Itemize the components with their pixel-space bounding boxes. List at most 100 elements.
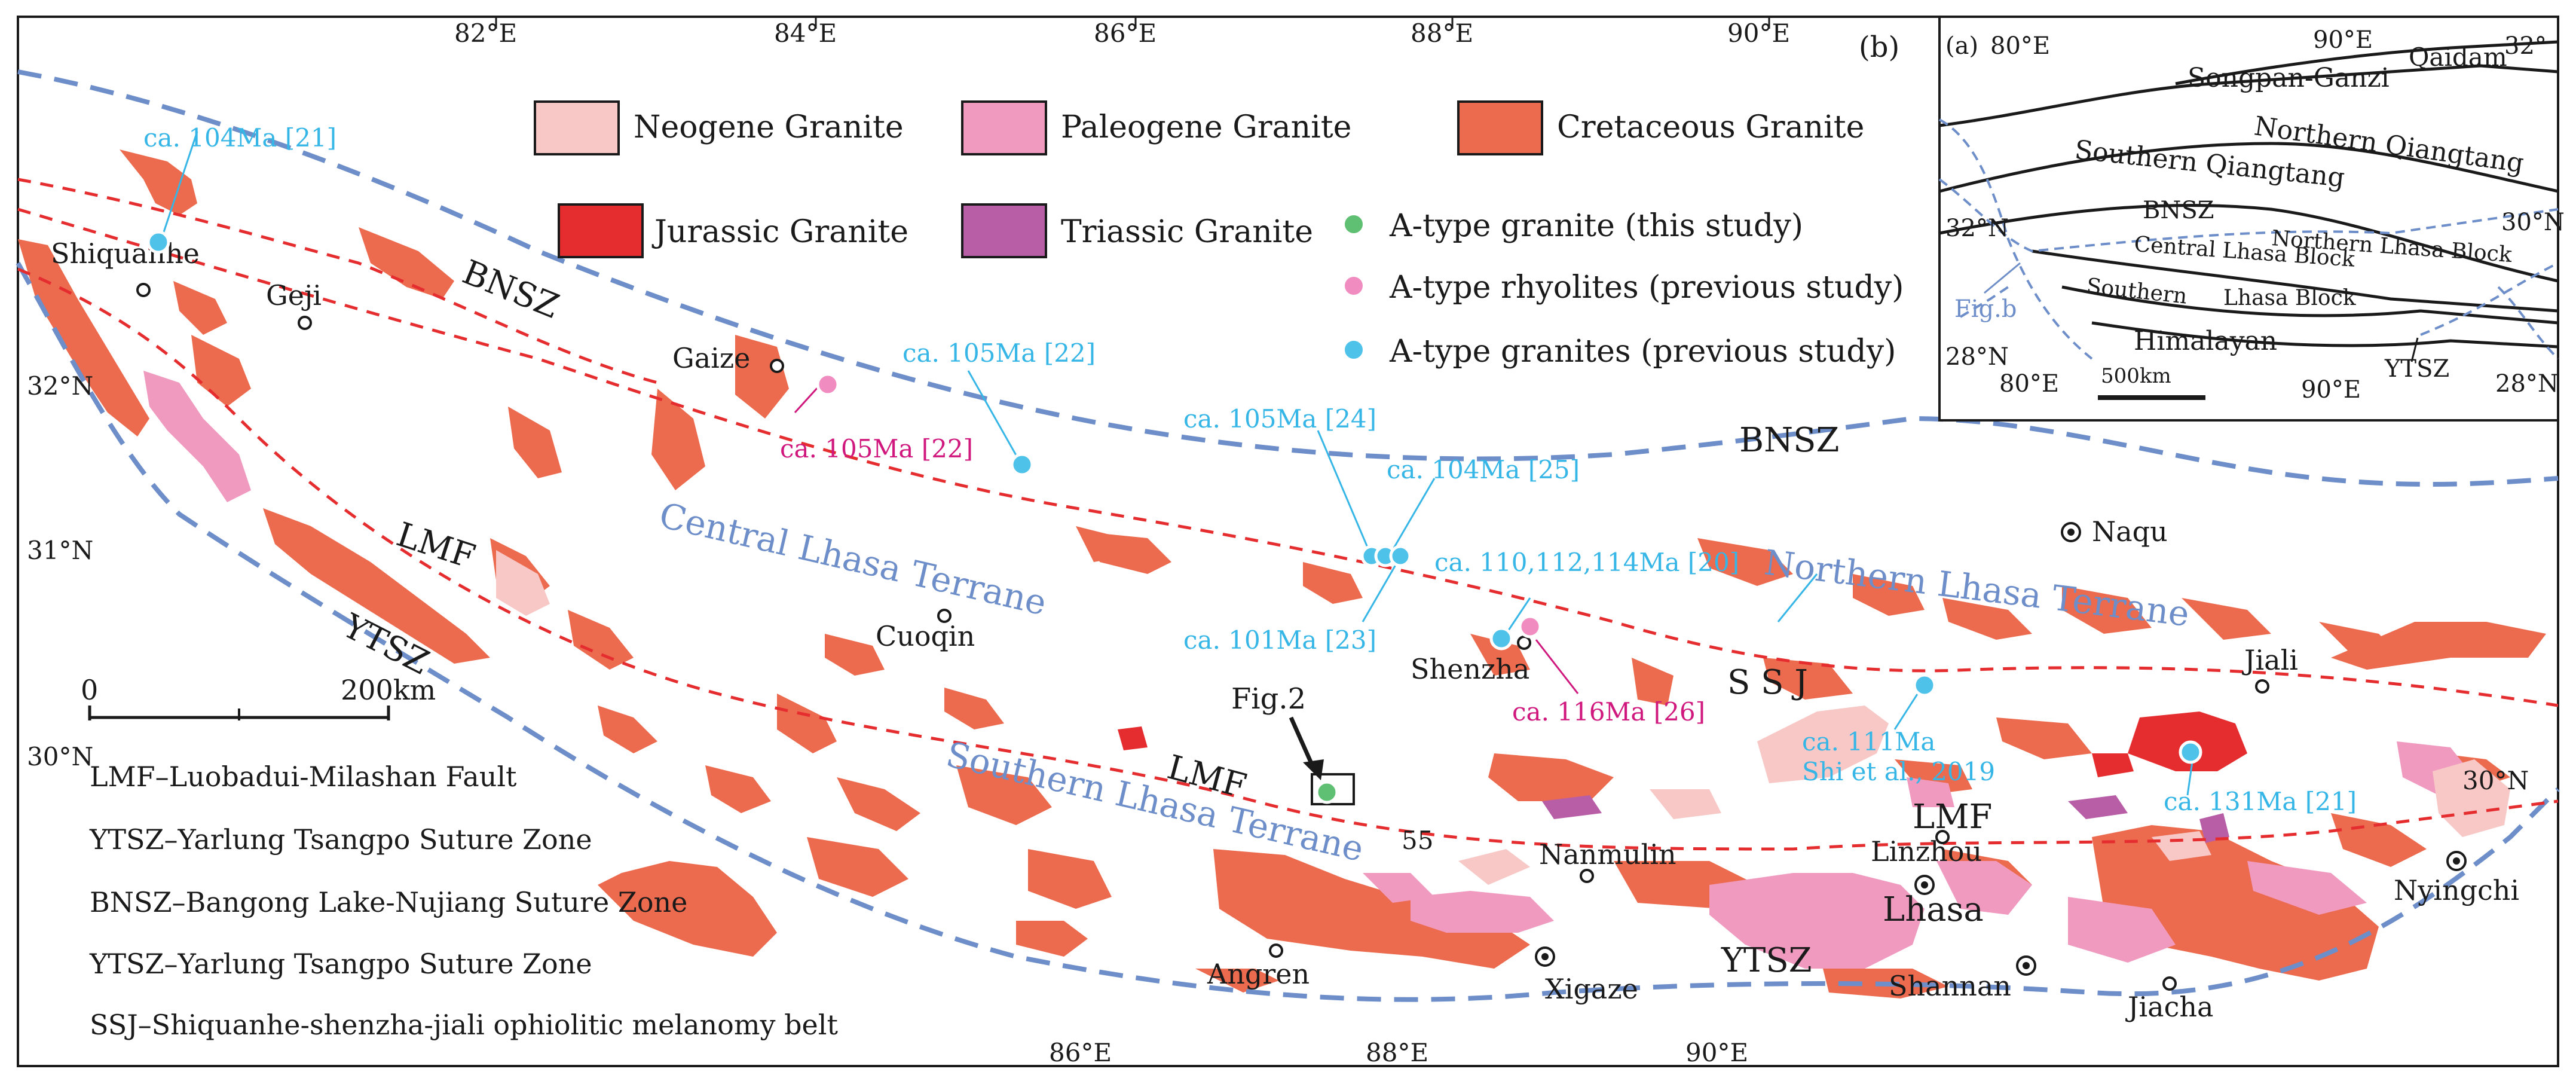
age-105-22-blue: ca. 105Ma [22] (902, 338, 1096, 368)
legend-label-a-type-rhyolite-prev: A-type rhyolites (previous study) (1389, 270, 1904, 306)
abbrev-ytsz-1: YTSZ–Yarlung Tsangpo Suture Zone (89, 823, 592, 856)
place-cuoqin: Cuoqin (876, 620, 975, 652)
lon-ticks-bottom: 86°E 88°E 90°E (1049, 1038, 1748, 1067)
age-101-23: ca. 101Ma [23] (1183, 625, 1376, 655)
inset-songpan: Songpan-Ganzi (2188, 63, 2390, 93)
age-116-26: ca. 116Ma [26] (1512, 697, 1705, 726)
inner-fault-line (17, 178, 658, 384)
legend-label-triassic: Triassic Granite (1061, 214, 1313, 250)
inset-s-lhasa-2: Lhasa Block (2223, 286, 2357, 310)
place-geji: Geji (266, 279, 322, 312)
ssj-label: S S J (1727, 663, 1808, 702)
inset-label-a: (a) (1945, 32, 1978, 60)
age-pointers (160, 131, 2195, 796)
inset-himalayan: Himalayan (2134, 326, 2277, 356)
cretaceous-granite-bodies (18, 149, 2546, 998)
label-55: 55 (1402, 826, 1433, 855)
ssj-fault-line (17, 207, 2559, 707)
inset-ytsz: YTSZ (2384, 355, 2449, 383)
fig2-label: Fig.2 (1231, 682, 1306, 716)
age-111-line1: ca. 111Ma (1802, 727, 1935, 756)
place-shiquanhe: Shiquanhe (51, 237, 200, 270)
age-104-25: ca. 104Ma [25] (1387, 455, 1580, 484)
abbrev-lmf: LMF–Luobadui-Milashan Fault (90, 761, 517, 793)
neogene-granite-bodies (496, 550, 2510, 885)
suture-lines (16, 69, 2560, 1002)
inset-frame (1938, 16, 2559, 422)
lat-32n-left: 32°N (27, 371, 93, 401)
legend-marker-green (1342, 213, 1365, 236)
fault-lines (17, 178, 2559, 851)
lon-90e-top: 90°E (1727, 19, 1790, 48)
age-105-24: ca. 105Ma [24] (1183, 404, 1376, 433)
sample-blue-131 (2179, 740, 2202, 764)
place-gaize: Gaize (672, 342, 750, 374)
inset-lat-left-32: 32°N (1945, 215, 2009, 242)
abbrev-ssj: SSJ–Shiquanhe-shenzha-jiali ophiolitic m… (90, 1009, 838, 1041)
age-104-21: ca. 104Ma [21] (143, 123, 336, 152)
lat-30n-left: 30°N (27, 742, 93, 771)
legend-swatch-cretaceous (1457, 100, 1543, 155)
inset-top-lon-90: 90°E (2313, 26, 2373, 54)
place-nanmulin: Nanmulin (1539, 838, 1676, 871)
place-xigaze: Xigaze (1545, 973, 1638, 1005)
place-linzhou: Linzhou (1871, 835, 1982, 868)
place-markers (136, 283, 2467, 991)
ytsz-label-east: YTSZ (1721, 941, 1812, 980)
place-jiacha: Jiacha (2125, 991, 2213, 1023)
legend-label-cretaceous: Cretaceous Granite (1557, 109, 1864, 145)
place-labels: Shiquanhe Geji Gaize Cuoqin Shenzha Naqu… (51, 237, 2519, 1023)
lon-90e-bottom: 90°E (1685, 1038, 1748, 1067)
sample-pink-shenzha (1518, 615, 1542, 639)
lat-31n-left: 31°N (27, 536, 93, 565)
inset-bottom-lon-90: 90°E (2301, 376, 2361, 404)
lon-88e-bottom: 88°E (1366, 1038, 1428, 1067)
abbrev-bnsz: BNSZ–Bangong Lake-Nujiang Suture Zone (90, 886, 687, 918)
place-nyingchi: Nyingchi (2394, 874, 2519, 906)
scale-bar: 0 200km (81, 674, 436, 720)
triassic-granite-bodies (1542, 795, 2229, 843)
fig2-box (1311, 773, 1355, 805)
lmf-fault-line (17, 267, 2559, 851)
legend-marker-blue (1342, 338, 1365, 361)
legend-swatch-neogene (534, 100, 620, 155)
sample-markers (146, 230, 2202, 804)
legend-swatch-paleogene (961, 100, 1047, 155)
legend-marker-pink (1342, 274, 1365, 297)
lat-ticks: 32°N 31°N 30°N 30°N (27, 371, 2529, 795)
lon-86e-top: 86°E (1094, 19, 1157, 48)
paleogene-granite-bodies (143, 371, 2474, 969)
inset-lat-right-30: 30°N (2501, 209, 2565, 236)
legend: Neogene Granite Paleogene Granite Cretac… (534, 100, 1904, 370)
legend-label-a-type-granite-this: A-type granite (this study) (1389, 208, 1803, 244)
legend-swatch-jurassic (558, 203, 644, 258)
lat-30n-right: 30°N (2462, 766, 2529, 795)
inset-lat-left-28: 28°N (1945, 343, 2009, 371)
sample-blue-cluster-c (1389, 545, 1412, 567)
sample-pink-gaize (816, 372, 840, 396)
bnsz-suture-line (17, 69, 2559, 487)
lon-82e-top: 82°E (454, 19, 517, 48)
age-labels: ca. 104Ma [21] ca. 105Ma [22] ca. 105Ma … (143, 123, 2357, 816)
inset-scale: 500km (2101, 364, 2171, 388)
scale-end: 200km (341, 674, 436, 706)
sample-green-this-study (1315, 780, 1339, 804)
ytsz-suture-line (16, 262, 2560, 1002)
lon-84e-top: 84°E (774, 19, 837, 48)
legend-label-a-type-granite-prev: A-type granites (previous study) (1389, 334, 1896, 370)
sample-blue-ssj (1913, 673, 1936, 697)
bnsz-label-east: BNSZ (1739, 421, 1839, 460)
sample-blue-shiquanhe (146, 230, 170, 254)
legend-label-jurassic: Jurassic Granite (651, 214, 908, 250)
inset-ytsz-pointer (2410, 337, 2419, 362)
lon-88e-top: 88°E (1411, 19, 1473, 48)
legend-swatch-triassic (961, 203, 1047, 258)
place-angren: Angren (1207, 958, 1310, 990)
abbreviation-list: LMF–Luobadui-Milashan Fault YTSZ–Yarlung… (89, 761, 838, 1041)
lmf-label-east: LMF (1913, 798, 1992, 836)
age-131-21: ca. 131Ma [21] (2164, 787, 2357, 816)
inset-bnsz: BNSZ (2143, 197, 2214, 224)
inset-qaidam: Qaidam (2409, 42, 2507, 72)
lon-ticks-top: 82°E 84°E 86°E 88°E 90°E (454, 17, 1790, 48)
place-shenzha: Shenzha (1411, 653, 1529, 685)
